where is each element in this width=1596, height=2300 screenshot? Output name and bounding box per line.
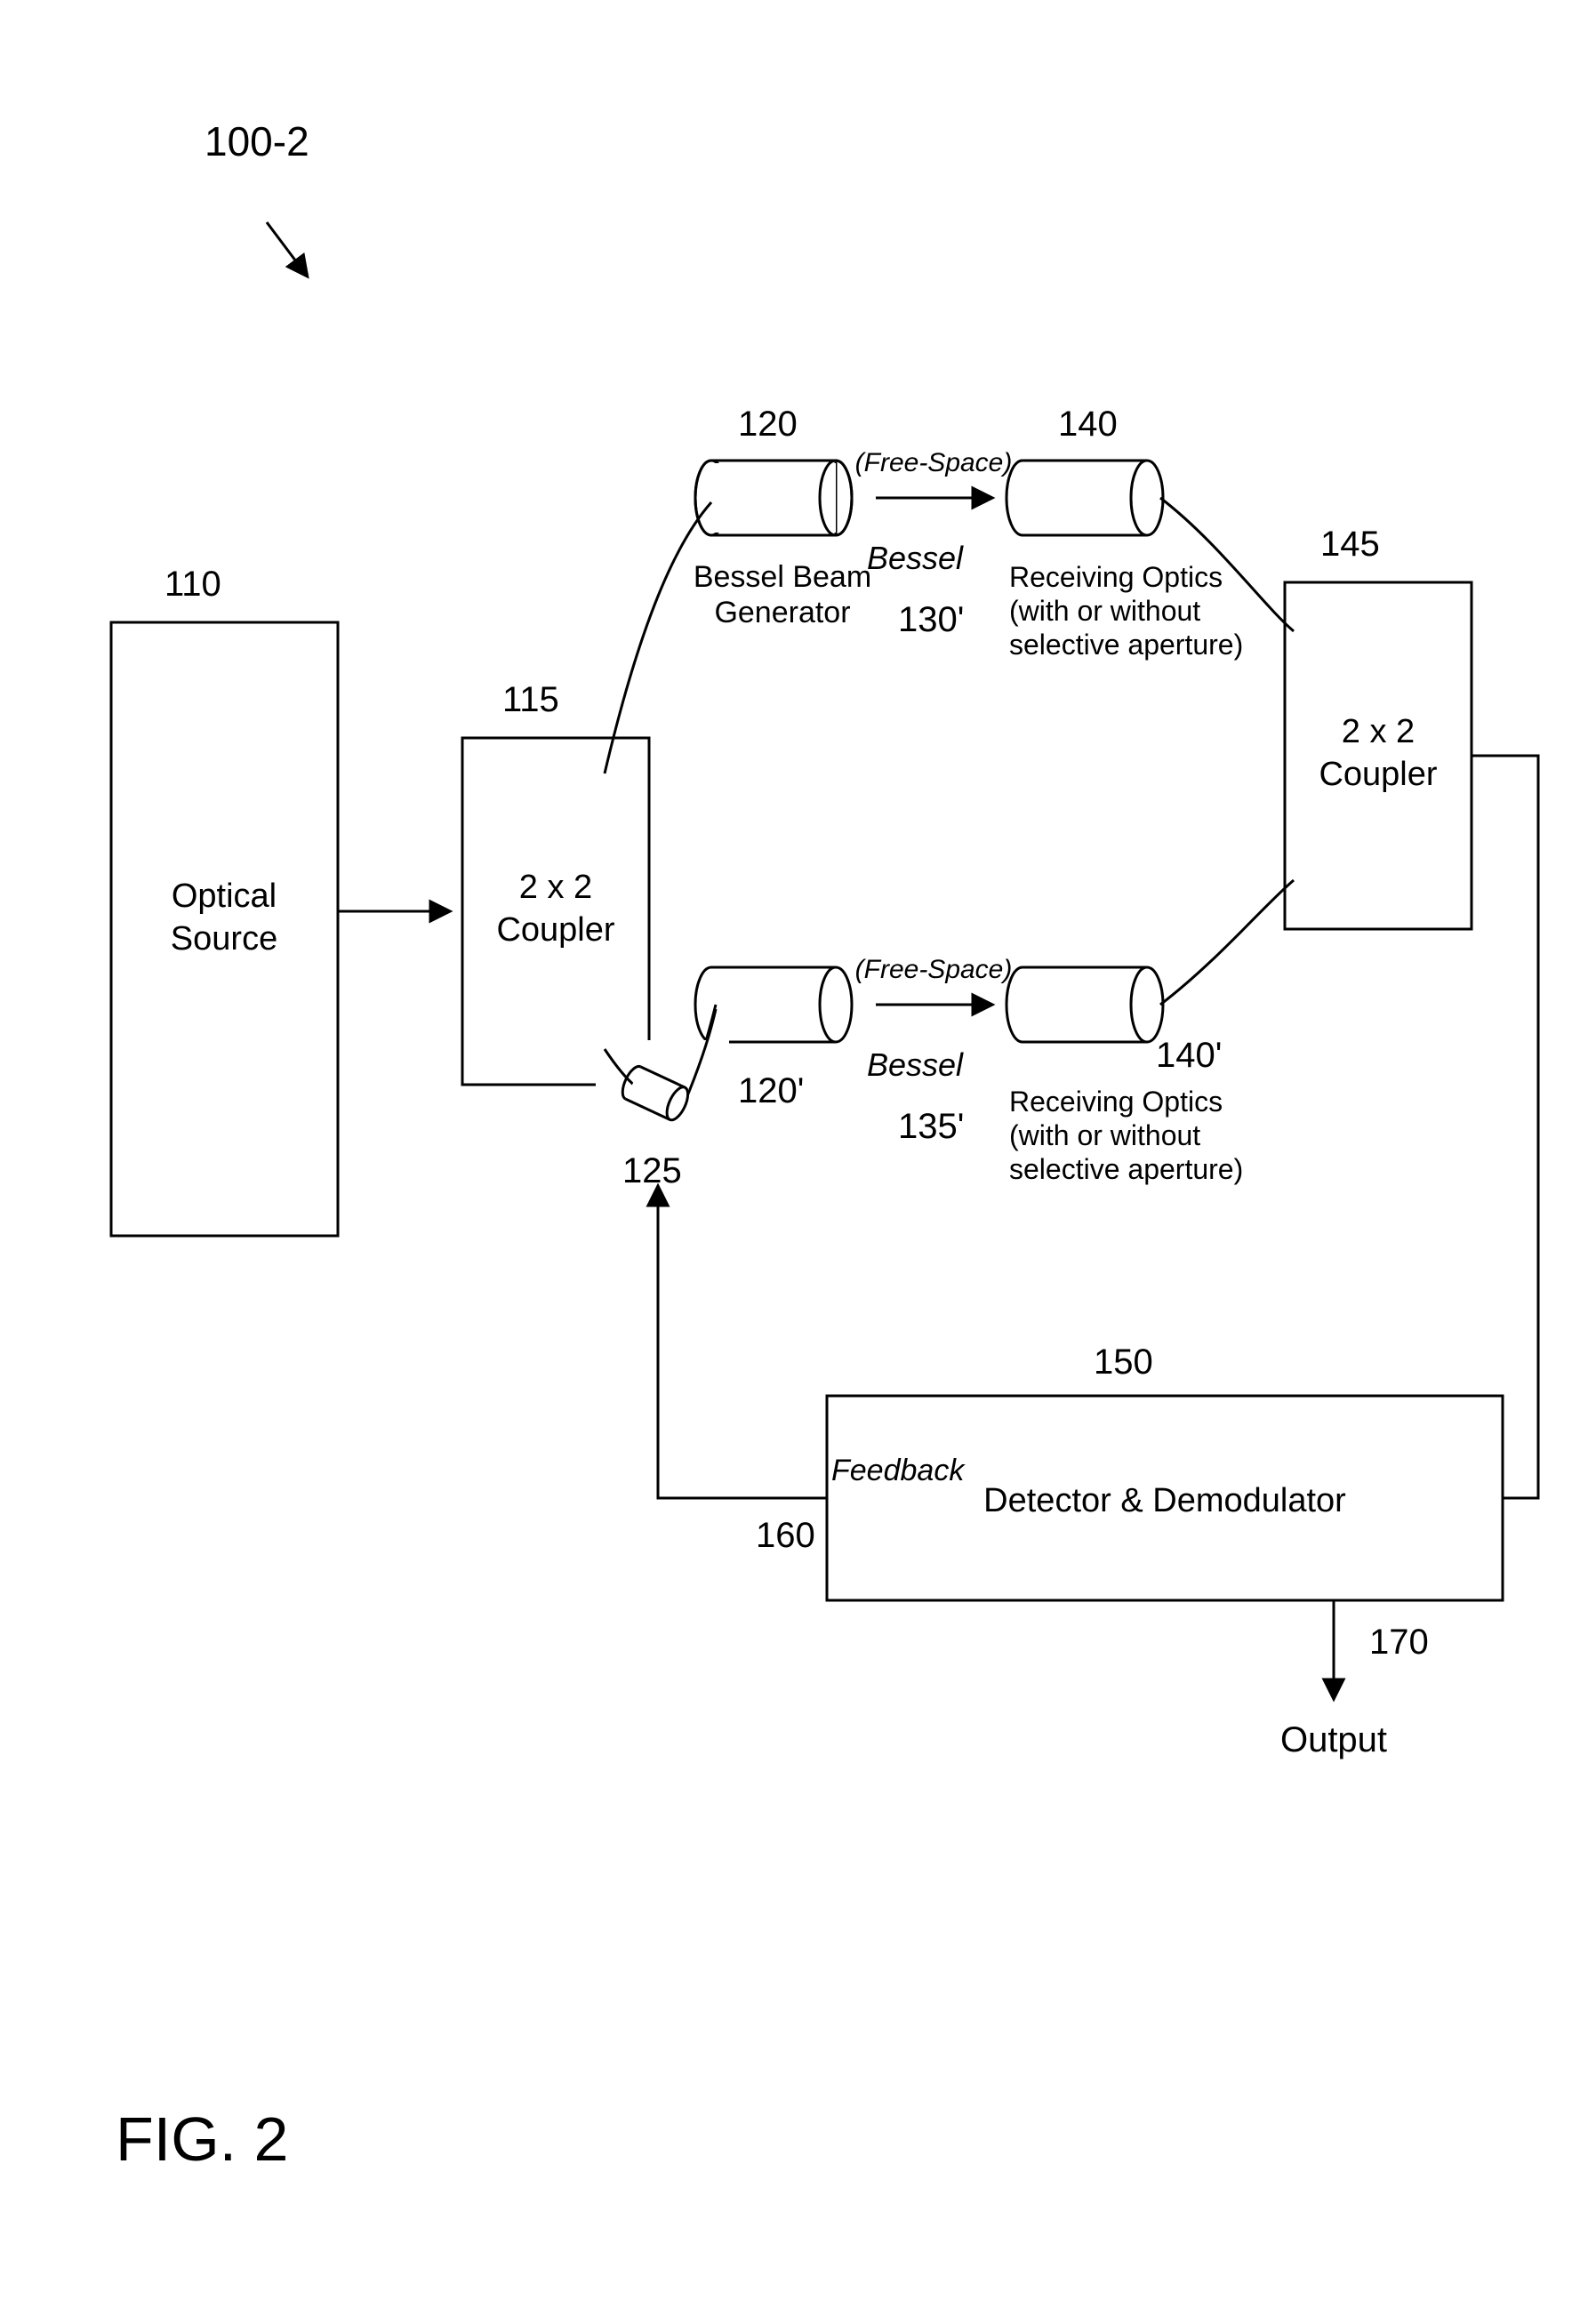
optical-source-refb: 110 — [164, 565, 221, 604]
recv-bot-ref: 140' — [1156, 1036, 1222, 1075]
recv-bot-l2: (with or without — [1009, 1119, 1200, 1151]
recv-top-l3: selective aperture) — [1009, 629, 1243, 661]
beam-bot-ref: 135' — [898, 1107, 964, 1146]
feedback-label: Feedback — [831, 1454, 966, 1487]
beam-top-word: Bessel — [867, 540, 964, 576]
output-ref: 170 — [1369, 1623, 1429, 1662]
optical-source-label1b: Optical — [172, 878, 277, 915]
figure-caption: FIG. 2 — [116, 2104, 288, 2174]
coupler-in-label2: Coupler — [496, 911, 614, 949]
optical-source-label2b: Source — [171, 920, 277, 958]
bessel-generator-top — [695, 461, 852, 535]
coupler-out-label2: Coupler — [1319, 756, 1437, 793]
beam-top-ref: 130' — [898, 600, 964, 639]
gen-top-label2: Generator — [714, 596, 850, 629]
coupler-out-label1: 2 x 2 — [1342, 713, 1415, 750]
coupler-in-label1: 2 x 2 — [519, 869, 592, 906]
coupler-out-ref: 145 — [1320, 525, 1380, 564]
gen-top-label1: Bessel Beam — [694, 560, 871, 594]
coupler-in-block: 2 x 2 Coupler 115 — [462, 680, 649, 1085]
recv-top-l2: (with or without — [1009, 595, 1200, 627]
gen-bot-ref: 120' — [738, 1071, 804, 1110]
figure-ref: 100-2 — [205, 118, 309, 164]
gen-top-ref: 120 — [738, 405, 798, 444]
detector-ref: 150 — [1094, 1342, 1153, 1382]
beam-bot-word: Bessel — [867, 1046, 964, 1083]
feedback-ref: 160 — [756, 1516, 815, 1555]
detector-label: Detector & Demodulator — [983, 1482, 1346, 1519]
beam-bot-note: (Free-Space) — [855, 955, 1013, 984]
coupler-in-ref: 115 — [502, 680, 559, 719]
recv-bot-l1: Receiving Optics — [1009, 1086, 1223, 1118]
beam-top-note: (Free-Space) — [855, 448, 1013, 477]
coupler-out-block: 2 x 2 Coupler 145 — [1285, 525, 1472, 929]
recv-top-ref: 140 — [1058, 405, 1118, 444]
recv-bot-l3: selective aperture) — [1009, 1153, 1243, 1185]
diagram-canvas: 100-2 Optical Source 110 100-2 Optical S… — [0, 0, 1596, 2300]
modulator-ref: 125 — [622, 1151, 682, 1190]
output-label: Output — [1280, 1720, 1387, 1759]
recv-top-l1: Receiving Optics — [1009, 561, 1223, 593]
